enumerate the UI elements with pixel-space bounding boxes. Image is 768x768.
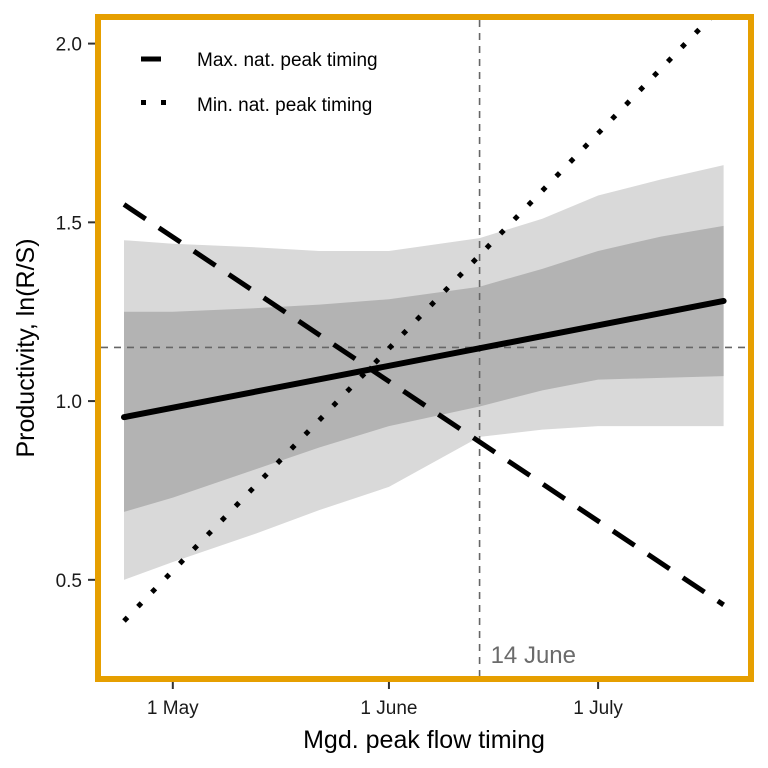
- y-tick-label: 1.0: [56, 392, 82, 413]
- y-tick-label: 1.5: [56, 213, 82, 234]
- y-axis-title: Productivity, ln(R/S): [12, 238, 40, 457]
- series-solid: [121, 297, 727, 421]
- x-tick-label: 1 May: [147, 698, 199, 719]
- legend-key-dotted-1: [141, 100, 146, 105]
- ribbon-inner: [124, 225, 724, 512]
- y-axis: 0.5 1.0 1.5 2.0: [56, 35, 95, 592]
- x-tick-label: 1 June: [360, 698, 417, 719]
- series-lines: [121, 20, 727, 623]
- x-axis: 1 May 1 June 1 July: [147, 682, 623, 719]
- annotation-14-june: 14 June: [491, 642, 576, 669]
- legend-label-min: Min. nat. peak timing: [197, 95, 372, 116]
- legend: Max. nat. peak timing Min. nat. peak tim…: [141, 50, 378, 116]
- y-tick-label: 2.0: [56, 35, 82, 56]
- panel-border: [95, 14, 754, 682]
- series-dotted: [122, 20, 712, 623]
- confidence-ribbons: [124, 165, 724, 580]
- legend-label-max: Max. nat. peak timing: [197, 50, 378, 71]
- y-tick-label: 0.5: [56, 571, 82, 592]
- series-dashed: [122, 202, 725, 607]
- x-axis-title: Mgd. peak flow timing: [303, 726, 545, 754]
- x-tick-label: 1 July: [573, 698, 623, 719]
- legend-key-dotted-2: [161, 100, 166, 105]
